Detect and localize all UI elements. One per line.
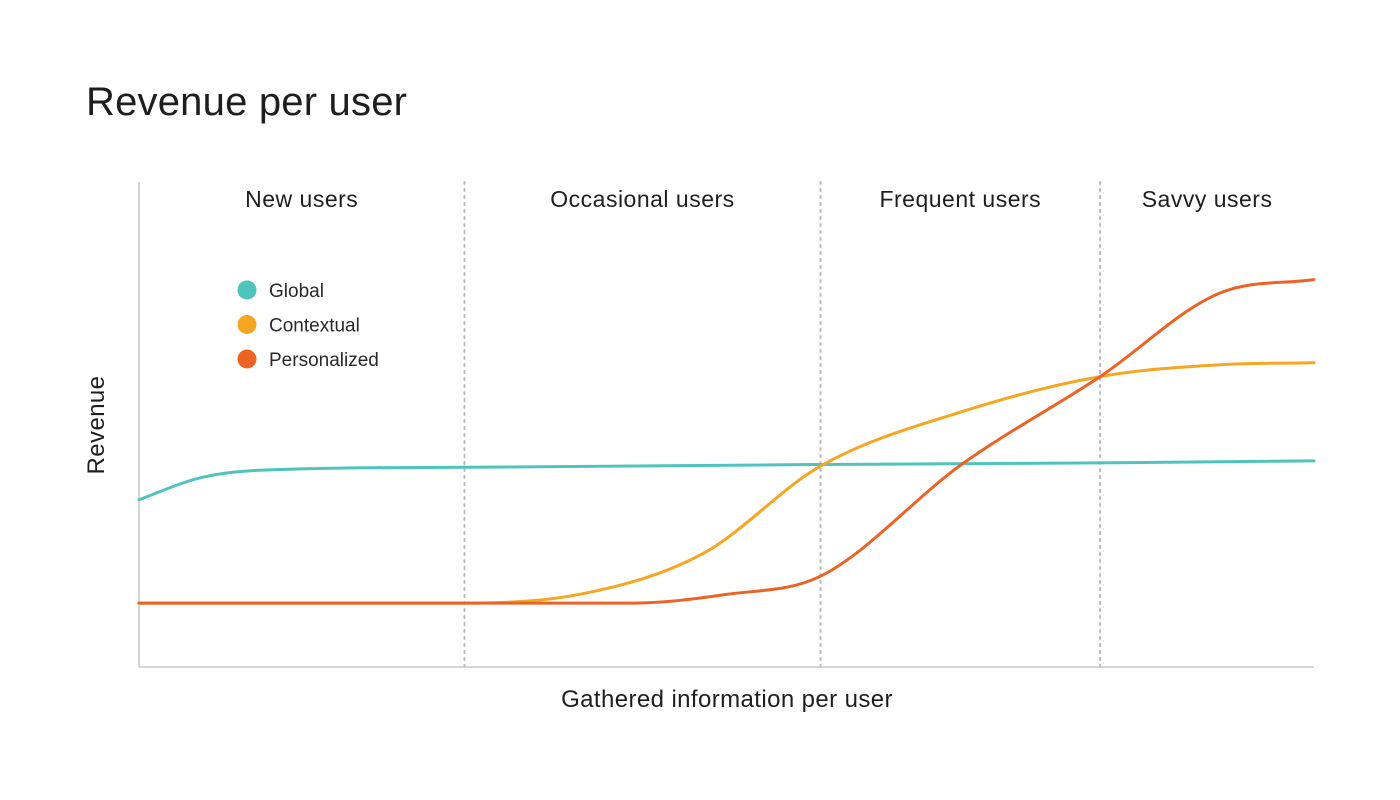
page-title: Revenue per user — [86, 80, 408, 124]
legend-swatch-contextual — [237, 315, 257, 334]
y-axis-label: Revenue — [83, 376, 110, 475]
segment-label: Frequent users — [879, 186, 1041, 212]
legend-swatch-global — [237, 280, 257, 300]
segment-labels: New users Occasional users Frequent users S… — [245, 186, 1272, 212]
legend-label-global: Global — [269, 281, 324, 302]
series-line-global — [137, 459, 1316, 502]
legend-swatch-personalized — [237, 349, 257, 369]
segment-dividers — [463, 181, 1102, 668]
series-lines — [137, 278, 1316, 605]
legend-label-contextual: Contextual — [269, 316, 360, 337]
chart-axes — [138, 182, 1314, 668]
series-line-contextual — [137, 361, 1316, 605]
legend-label-personalized: Personalized — [269, 350, 379, 371]
segment-label: Occasional users — [550, 186, 734, 212]
legend: Global Contextual Personalized — [237, 280, 379, 371]
segment-label: New users — [245, 186, 358, 212]
x-axis-label: Gathered information per user — [561, 686, 893, 713]
segment-label: Savvy users — [1142, 186, 1273, 212]
series-line-personalized — [137, 278, 1316, 605]
